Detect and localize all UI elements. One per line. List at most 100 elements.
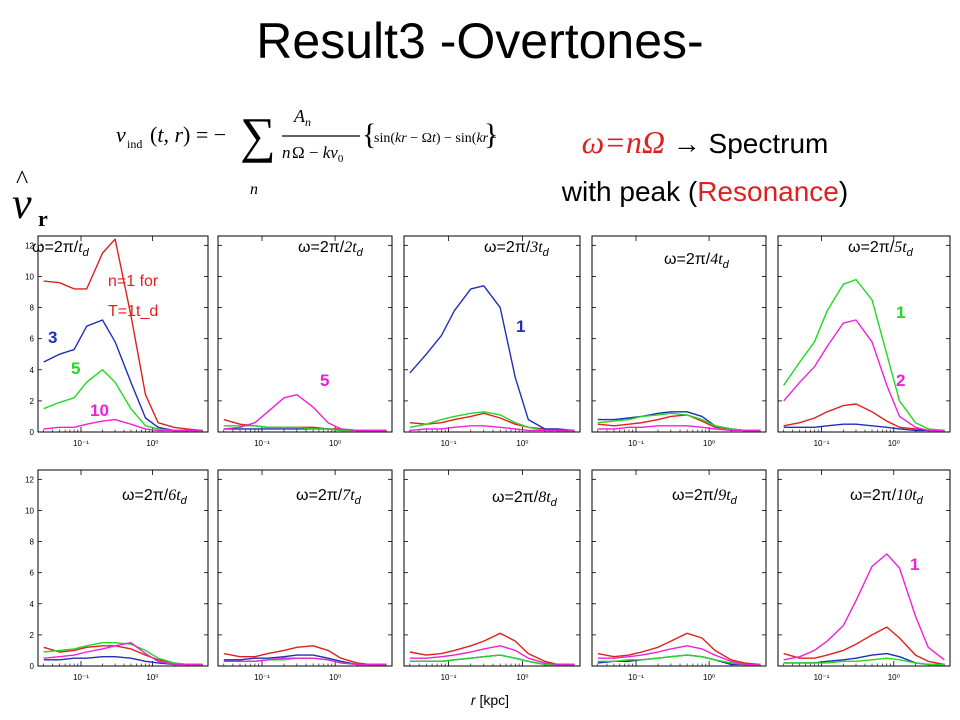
x-axis-label: r [kpc] — [440, 692, 540, 708]
panel-label-period: t — [78, 239, 83, 256]
y-tick-label: 8 — [30, 538, 35, 547]
series-line-magenta — [409, 645, 575, 666]
spectrum-panel: 10⁻¹ 10⁰ ω=2π/5td 1 2 — [777, 235, 951, 448]
panel-label: ω=2π/4td — [664, 251, 730, 271]
x-tick-label: 10⁻¹ — [814, 673, 830, 682]
panel-label-subscript: d — [357, 247, 364, 259]
panel-label-prefix: ω=2π/ — [850, 487, 897, 504]
spectrum-note: ω=nΩ → Spectrum with peak (Resonance) — [470, 118, 940, 216]
y-tick-label: 12 — [25, 475, 34, 484]
series-line-green — [783, 278, 945, 432]
panel-note: T=1t_d — [108, 303, 158, 320]
panel-label: ω=2π/8td — [492, 489, 558, 509]
panel-note: n=1 for — [108, 273, 159, 290]
series-line-magenta — [597, 645, 761, 666]
panel-label-subscript: d — [917, 495, 924, 507]
spectrum-panel: 10⁻¹ 10⁰ ω=2π/4td — [591, 235, 767, 448]
series-line-green — [43, 642, 203, 666]
x-tick-label: 10⁰ — [146, 673, 158, 682]
panel-label-prefix: ω=2π/ — [484, 239, 531, 256]
x-tick-label: 10⁻¹ — [628, 439, 644, 448]
resonance-text: Resonance — [697, 176, 839, 207]
panel-frame — [403, 235, 581, 433]
series-line-magenta — [783, 319, 945, 432]
harmonic-label: 2 — [896, 371, 905, 390]
panel-label-subscript: d — [907, 247, 914, 259]
series-line-red — [409, 632, 575, 666]
y-tick-label: 10 — [25, 506, 34, 515]
harmonic-label: 1 — [896, 303, 905, 322]
harmonic-label: 3 — [48, 328, 57, 347]
panel-frame — [591, 469, 767, 667]
series-line-green — [597, 654, 761, 666]
harmonic-label: 10 — [90, 401, 109, 420]
panel-label-prefix: ω=2π/ — [672, 487, 719, 504]
series-line-magenta — [43, 642, 203, 666]
svg-text:}: } — [484, 118, 496, 151]
svg-text:ind: ind — [127, 137, 142, 151]
y-tick-label: 10 — [25, 272, 34, 281]
panel-frame — [777, 469, 951, 667]
series-line-blue — [783, 423, 945, 432]
svg-text:r: r — [38, 206, 48, 230]
series-line-magenta — [783, 553, 945, 661]
spectrum-panel: 10⁻¹ 10⁰ ω=2π/9td — [591, 469, 767, 682]
series-line-red — [43, 645, 203, 666]
x-tick-label: 10⁰ — [329, 673, 341, 682]
series-line-magenta — [409, 425, 575, 432]
svg-text:sin(kr − Ωt) − sin(kr − kv₀t): sin(kr − Ωt) − sin(kr − kv₀t) — [374, 131, 496, 146]
y-tick-label: 6 — [30, 569, 35, 578]
x-tick-label: 10⁻¹ — [73, 439, 89, 448]
series-line-red — [783, 403, 945, 432]
x-tick-label: 10⁻¹ — [814, 439, 830, 448]
panel-label-period: 4t — [710, 251, 723, 268]
spectrum-panel: 0 2 4 6 8 10 12 10⁻¹ 10⁰ ω=2π/6td — [25, 469, 209, 682]
panel-label-subscript: d — [723, 259, 730, 271]
panel-frame — [217, 235, 393, 433]
spectrum-text: → Spectrum — [664, 128, 829, 159]
panel-label-period: 7t — [342, 487, 355, 504]
series-line-magenta — [43, 418, 203, 432]
series-line-magenta — [597, 425, 761, 432]
series-line-red — [597, 632, 761, 666]
spectrum-note-line1: ω=nΩ → Spectrum — [470, 118, 940, 168]
series-line-green — [409, 411, 575, 432]
x-tick-label: 10⁰ — [329, 439, 341, 448]
induced-velocity-formula-image: v ind (t, r) = − ∑ n An n Ω − kv0 { sin(… — [116, 106, 496, 198]
harmonic-label: 5 — [71, 359, 80, 378]
series-line-blue — [43, 319, 203, 432]
omega-relation: ω=nΩ — [581, 124, 665, 160]
x-tick-label: 10⁰ — [703, 673, 715, 682]
x-tick-label: 10⁰ — [703, 439, 715, 448]
y-tick-label: 6 — [30, 335, 35, 344]
x-tick-label: 10⁻¹ — [441, 439, 457, 448]
y-tick-label: 4 — [30, 366, 35, 375]
series-line-green — [409, 654, 575, 666]
panel-label: ω=2π/7td — [296, 487, 362, 507]
panel-label-period: 6t — [168, 487, 181, 504]
x-tick-label: 10⁰ — [516, 673, 528, 682]
spectrum-note-line2: with peak (Resonance) — [470, 168, 940, 216]
series-line-green — [783, 657, 945, 666]
series-line-red — [223, 645, 387, 666]
panel-frame — [591, 235, 767, 433]
panel-frame — [217, 469, 393, 667]
panel-label-subscript: d — [551, 497, 558, 509]
y-tick-label: 0 — [30, 662, 35, 671]
svg-text:v: v — [12, 179, 32, 228]
panel-label: ω=2π/6td — [122, 487, 188, 507]
panel-label-period: 5t — [894, 239, 907, 256]
svg-text:n: n — [250, 181, 258, 198]
spectrum-panel: 10⁻¹ 10⁰ ω=2π/2td 5 — [217, 235, 393, 448]
panel-label-subscript: d — [731, 495, 738, 507]
series-line-red — [43, 238, 203, 432]
x-tick-label: 10⁻¹ — [73, 673, 89, 682]
svg-text:Ω − kv0: Ω − kv0 — [292, 143, 344, 165]
panel-label: ω=2π/9td — [672, 487, 738, 507]
panel-frame — [37, 235, 209, 433]
x-tick-label: 10⁻¹ — [441, 673, 457, 682]
x-tick-label: 10⁻¹ — [254, 439, 270, 448]
panel-label: ω=2π/3td — [484, 239, 550, 259]
spectrum-panel: 10⁻¹ 10⁰ ω=2π/10td 1 — [777, 469, 951, 682]
